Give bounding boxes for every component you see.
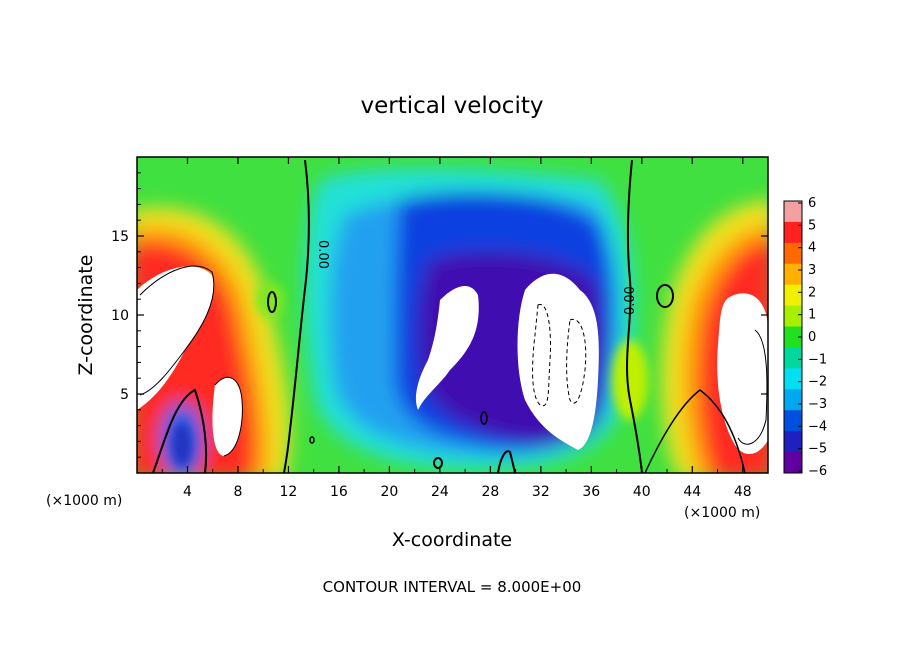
colorbar-segment [784,263,802,286]
x-tick-label: 36 [582,484,600,500]
x-axis: 4 8 12 16 20 24 28 32 36 40 44 48 [161,157,752,500]
colorbar-tick-label: 5 [808,218,816,233]
x-tick-label: 24 [431,484,449,500]
colorbar-tick-label: 1 [808,308,816,323]
x-axis-title: X-coordinate [392,529,512,551]
colorbar-segment [784,201,802,223]
colorbar-segment [784,305,802,328]
colorbar: 6 5 4 3 2 1 0 −1 −2 −3 −4 −5 −6 [783,196,827,479]
x-tick-label: 8 [233,484,242,500]
colorbar-tick-label: −3 [808,397,827,412]
y-axis: 5 10 15 [111,172,768,458]
colorbar-tick-label: 0 [808,330,816,345]
colorbar-tick-label: −2 [808,375,827,390]
colorbar-tick-label: 6 [808,196,816,211]
chart-title: vertical velocity [361,93,544,119]
colorbar-segment [784,452,802,474]
colorbar-tick-label: −5 [808,442,827,457]
x-tick-label: 48 [734,484,752,500]
colorbar-segment [784,326,802,348]
x-unit-label-right: (×1000 m) [684,505,760,521]
x-tick-label: 40 [633,484,651,500]
x-tick-label: 16 [330,484,348,500]
heatmap-field: 0.00 0.00 [137,157,768,473]
colorbar-segment [784,410,802,432]
colorbar-segment [784,284,802,307]
y-axis-title: Z-coordinate [75,255,97,376]
x-tick-label: 20 [380,484,398,500]
colorbar-tick-label: −1 [808,352,827,367]
contour-lines [139,159,768,473]
x-tick-label: 12 [280,484,298,500]
x-tick-label: 28 [481,484,499,500]
colorbar-tick-label: 2 [808,285,816,300]
colorbar-segment [784,347,802,369]
y-tick-label: 5 [120,387,129,403]
colorbar-segment [784,431,802,453]
colorbar-tick-label: 3 [808,263,816,278]
contour-label: 0.00 [623,286,638,315]
x-tick-label: 4 [183,484,192,500]
y-tick-label: 15 [111,229,129,245]
x-tick-label: 44 [683,484,701,500]
colorbar-tick-label: −4 [808,419,827,434]
contour-label: 0.00 [315,240,330,269]
x-tick-label: 32 [532,484,550,500]
y-tick-label: 10 [111,308,129,324]
colorbar-tick-label: 4 [808,241,816,256]
colorbar-tick-label: −6 [808,464,827,479]
colorbar-segment [784,368,802,390]
colorbar-segment [784,389,802,411]
colorbar-segment [784,221,802,244]
x-unit-label-left: (×1000 m) [46,493,122,509]
colorbar-segment [784,242,802,265]
contour-interval-note: CONTOUR INTERVAL = 8.000E+00 [323,578,582,596]
saturated-regions [137,266,768,456]
